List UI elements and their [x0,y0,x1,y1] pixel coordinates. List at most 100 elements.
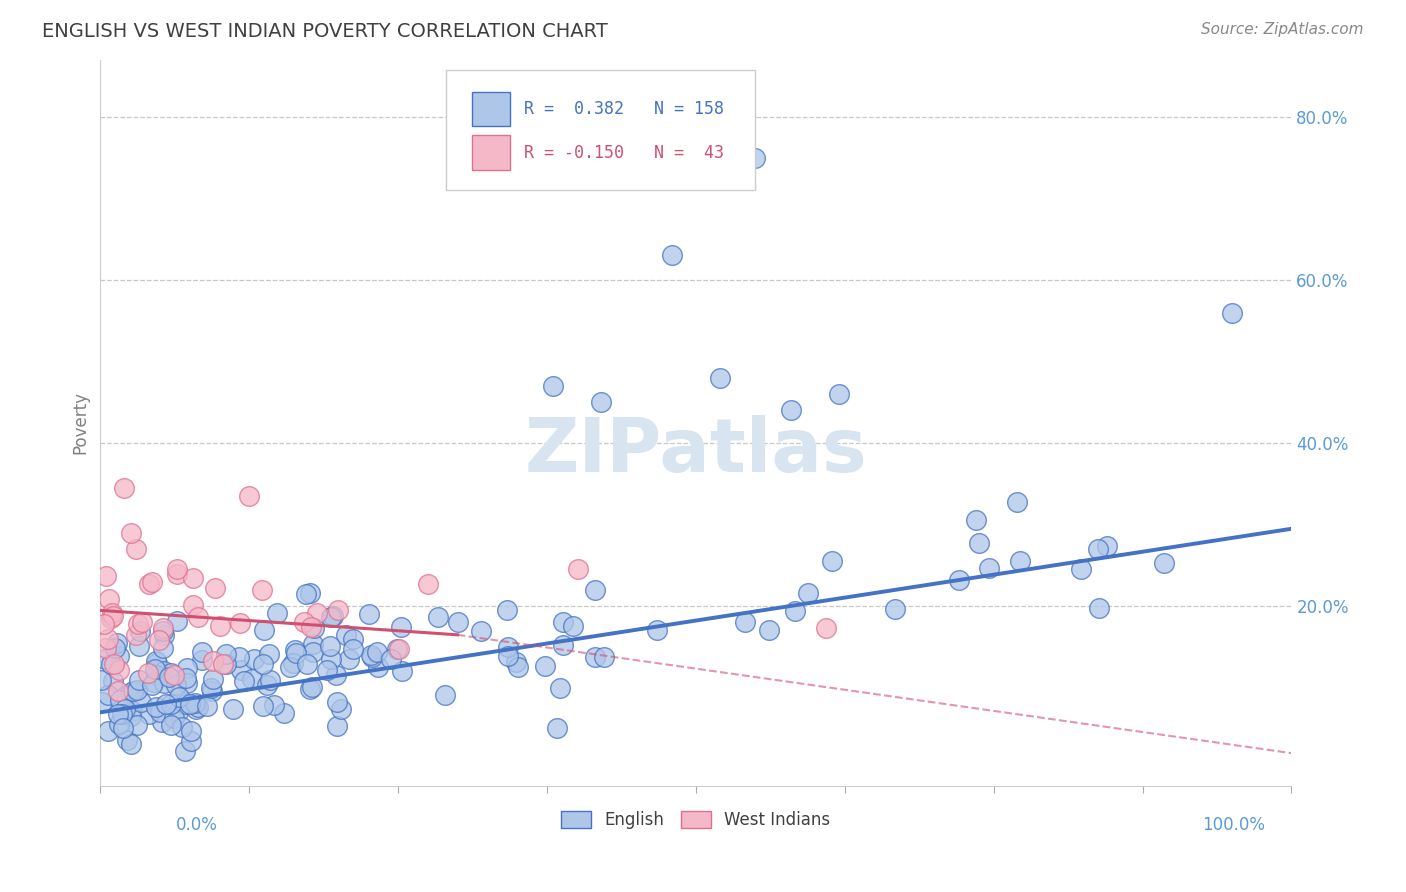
Point [294,587,316,601]
Point [305,606,328,620]
Point [1153,556,1175,570]
Point [204,582,226,596]
FancyBboxPatch shape [472,92,510,127]
Point [295,657,318,671]
Point [965,513,987,527]
Point [385,642,408,657]
Point [387,642,409,657]
Point [94,568,117,582]
Point [152,628,174,642]
Point [145,700,167,714]
Point [709,371,731,385]
Point [108,648,131,663]
Point [120,526,142,541]
Point [259,647,281,661]
Point [506,659,529,673]
Point [166,567,188,582]
Point [128,673,150,687]
Point [90,673,112,687]
Point [176,676,198,690]
Point [138,706,160,721]
Point [112,721,135,735]
Point [1087,542,1109,557]
Point [145,668,167,682]
Point [821,554,844,568]
Point [496,640,519,655]
Point [551,615,574,630]
Point [1070,562,1092,576]
Point [447,615,470,629]
Point [322,608,344,623]
Point [155,697,177,711]
Point [125,541,148,556]
Point [152,675,174,690]
Point [551,638,574,652]
Point [166,615,188,629]
Point [391,664,413,678]
Point [744,151,766,165]
Point [104,641,127,656]
Point [117,732,139,747]
Point [319,639,342,653]
Point [108,693,131,707]
Point [163,711,186,725]
Point [122,684,145,698]
Point [426,610,449,624]
Point [583,582,606,597]
Point [273,706,295,721]
Point [302,637,325,651]
Point [103,657,125,672]
Point [561,619,583,633]
Point [284,646,307,660]
Point [298,586,321,600]
Point [167,690,190,705]
Point [152,624,174,638]
Point [342,632,364,647]
Legend: English, West Indians: English, West Indians [554,804,837,836]
Point [186,702,208,716]
Point [108,663,131,677]
Text: ENGLISH VS WEST INDIAN POVERTY CORRELATION CHART: ENGLISH VS WEST INDIAN POVERTY CORRELATI… [42,22,607,41]
Point [592,650,614,665]
Point [170,720,193,734]
Point [125,682,148,697]
Point [360,649,382,664]
Point [127,617,149,632]
Point [319,652,342,666]
Point [136,665,159,680]
Point [326,718,349,732]
Point [190,645,212,659]
Point [541,379,564,393]
Point [231,663,253,677]
Point [1005,494,1028,508]
FancyBboxPatch shape [446,70,755,190]
Point [222,702,245,716]
Point [380,652,402,666]
Text: R = -0.150   N =  43: R = -0.150 N = 43 [524,144,724,161]
Point [301,680,323,694]
Point [208,619,231,633]
Point [434,688,457,702]
Point [330,702,353,716]
Point [183,571,205,585]
Point [214,657,236,671]
Point [328,602,350,616]
Point [167,705,190,719]
Point [1088,600,1111,615]
Point [181,598,204,612]
Point [242,652,264,666]
Point [148,633,170,648]
Point [202,654,225,668]
Point [496,602,519,616]
Point [238,489,260,503]
Point [211,657,233,671]
Point [337,651,360,665]
Point [97,689,120,703]
Point [326,695,349,709]
Point [165,678,187,692]
Point [94,652,117,666]
Point [321,609,343,624]
Point [180,734,202,748]
Y-axis label: Poverty: Poverty [72,392,89,454]
Point [280,660,302,674]
